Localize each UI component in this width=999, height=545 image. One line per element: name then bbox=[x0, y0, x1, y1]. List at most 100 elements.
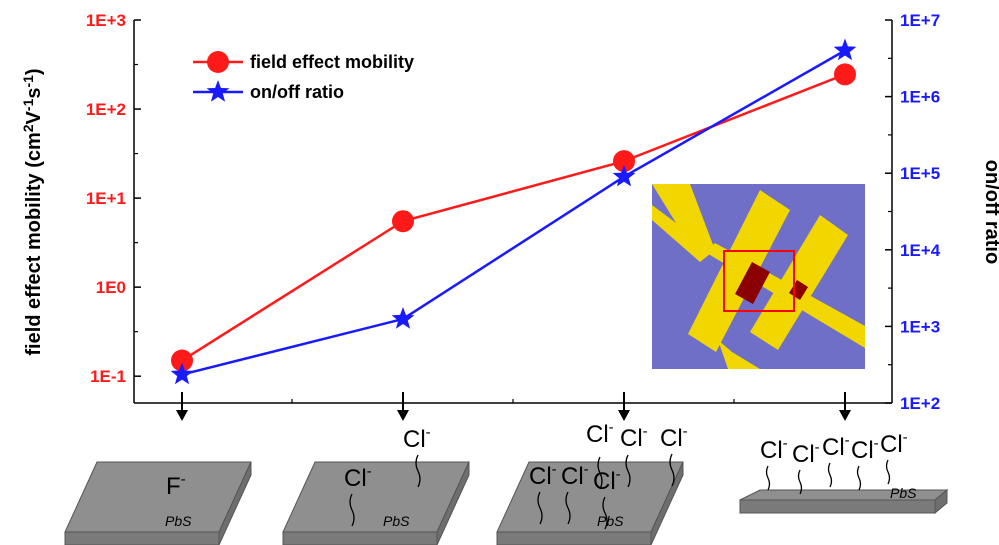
ion-charge: - bbox=[815, 439, 820, 456]
ion-symbol: Cl bbox=[880, 431, 903, 458]
chloride-ion: Cl- bbox=[561, 461, 589, 490]
chloride-ion: Cl- bbox=[593, 466, 621, 495]
ligand-tether bbox=[415, 454, 421, 488]
chloride-ion: Cl- bbox=[760, 435, 788, 464]
substrate-chloride-2: PbS bbox=[282, 461, 470, 545]
ion-symbol: Cl bbox=[403, 426, 426, 453]
slab-front bbox=[64, 531, 220, 545]
sem-inset-image bbox=[652, 184, 865, 369]
legend-marker-circle bbox=[207, 51, 229, 73]
chloride-ion: Cl- bbox=[344, 463, 372, 492]
on-off-ratio-line bbox=[181, 49, 846, 376]
legend-label: field effect mobility bbox=[250, 52, 414, 72]
slab-front bbox=[282, 531, 438, 545]
ion-symbol: Cl bbox=[593, 468, 616, 495]
ion-charge: - bbox=[783, 435, 788, 452]
ion-symbol: Cl bbox=[660, 425, 683, 452]
inset-content bbox=[652, 184, 865, 369]
left-tick-label: 1E+1 bbox=[86, 189, 126, 208]
ion-symbol: Cl bbox=[561, 463, 584, 490]
ion-symbol: Cl bbox=[792, 441, 815, 468]
ligand-tether bbox=[625, 454, 631, 488]
slab-front bbox=[496, 531, 652, 545]
ion-symbol: Cl bbox=[344, 465, 367, 492]
ion-charge: - bbox=[584, 461, 589, 478]
electrode-pad bbox=[718, 340, 760, 369]
chloride-ion: Cl- bbox=[660, 423, 688, 452]
chloride-ion: Cl- bbox=[792, 439, 820, 468]
right-tick-label: 1E+6 bbox=[900, 88, 940, 107]
ligand-tether bbox=[669, 453, 675, 487]
legend-marker-star bbox=[206, 80, 230, 102]
substrate-fluoride: PbS bbox=[64, 461, 252, 545]
chloride-ion: Cl- bbox=[880, 429, 908, 458]
chloride-ion: Cl- bbox=[529, 461, 557, 490]
ligand-tether bbox=[537, 491, 543, 525]
ion-charge: - bbox=[552, 461, 557, 478]
left-tick-label: 1E+2 bbox=[86, 100, 126, 119]
ion-symbol: F bbox=[166, 473, 181, 500]
ligand-tether bbox=[597, 456, 603, 490]
y-axis-title: field effect mobility (cm2V-1s-1) bbox=[20, 68, 45, 355]
on-off-ratio-point bbox=[612, 164, 636, 187]
slab-side bbox=[218, 461, 252, 545]
ligand-tether bbox=[765, 465, 771, 491]
y-axis-title-part: field effect mobility (cm bbox=[23, 132, 45, 355]
mobility-point bbox=[613, 150, 635, 173]
arrow-head bbox=[839, 410, 851, 421]
chloride-ion: Cl- bbox=[403, 424, 431, 453]
inset-highlight-box bbox=[723, 250, 795, 312]
substrate-chloride-dense: PbS bbox=[739, 485, 949, 515]
fluoride-ion: F- bbox=[166, 471, 186, 500]
left-tick-label: 1E-1 bbox=[90, 367, 126, 386]
left-tick-label: 1E+3 bbox=[86, 11, 126, 30]
ligand-tether bbox=[827, 462, 833, 488]
left-tick-label: 1E0 bbox=[96, 278, 126, 297]
right-tick-label: 1E+4 bbox=[900, 241, 941, 260]
substrate-label: PbS bbox=[890, 485, 917, 501]
legend-label: on/off ratio bbox=[250, 82, 344, 102]
ligand-tether bbox=[349, 493, 355, 527]
right-tick-label: 1E+7 bbox=[900, 11, 940, 30]
electrode-lead bbox=[652, 184, 715, 262]
arrow-head bbox=[618, 410, 630, 421]
ligand-tether bbox=[565, 491, 571, 525]
slab-top bbox=[496, 461, 684, 533]
ion-charge: - bbox=[643, 423, 648, 440]
ion-symbol: Cl bbox=[529, 463, 552, 490]
arrow-head bbox=[397, 410, 409, 421]
y-axis-title-superscript: -1 bbox=[20, 98, 36, 111]
arrow-head bbox=[176, 410, 188, 421]
ion-charge: - bbox=[609, 419, 614, 436]
legend: field effect mobility on/off ratio bbox=[193, 51, 414, 102]
right-tick-label: 1E+3 bbox=[900, 317, 940, 336]
y-axis-title-superscript: 2 bbox=[20, 124, 36, 132]
ion-symbol: Cl bbox=[822, 434, 845, 461]
chloride-ion: Cl- bbox=[586, 419, 614, 448]
right-tick-label: 1E+5 bbox=[900, 164, 940, 183]
ion-charge: - bbox=[426, 424, 431, 441]
ion-symbol: Cl bbox=[760, 437, 783, 464]
ion-charge: - bbox=[874, 435, 879, 452]
substrate-label: PbS bbox=[597, 513, 624, 529]
chloride-ion: Cl- bbox=[822, 432, 850, 461]
right-tick-label: 1E+2 bbox=[900, 394, 940, 413]
substrate-label: PbS bbox=[383, 513, 410, 529]
ion-charge: - bbox=[903, 429, 908, 446]
ligand-tether bbox=[885, 459, 891, 485]
mobility-point bbox=[392, 210, 414, 233]
channel-region bbox=[735, 262, 770, 304]
mobility-point bbox=[171, 349, 193, 372]
ion-charge: - bbox=[616, 466, 621, 483]
ion-charge: - bbox=[845, 432, 850, 449]
axes: 1E-1 1E0 1E+1 1E+2 1E+3 1E+2 1E+3 1E+4 1E+5 1E+6 1… bbox=[20, 11, 999, 413]
y-axis-title-part: s bbox=[23, 88, 45, 99]
y-axis-title-part: V bbox=[23, 110, 45, 124]
on-off-ratio-point bbox=[391, 307, 415, 329]
substrate-label: PbS bbox=[165, 513, 192, 529]
slab-side bbox=[436, 461, 470, 545]
ligand-tether bbox=[856, 465, 862, 491]
slab-top bbox=[282, 461, 470, 533]
